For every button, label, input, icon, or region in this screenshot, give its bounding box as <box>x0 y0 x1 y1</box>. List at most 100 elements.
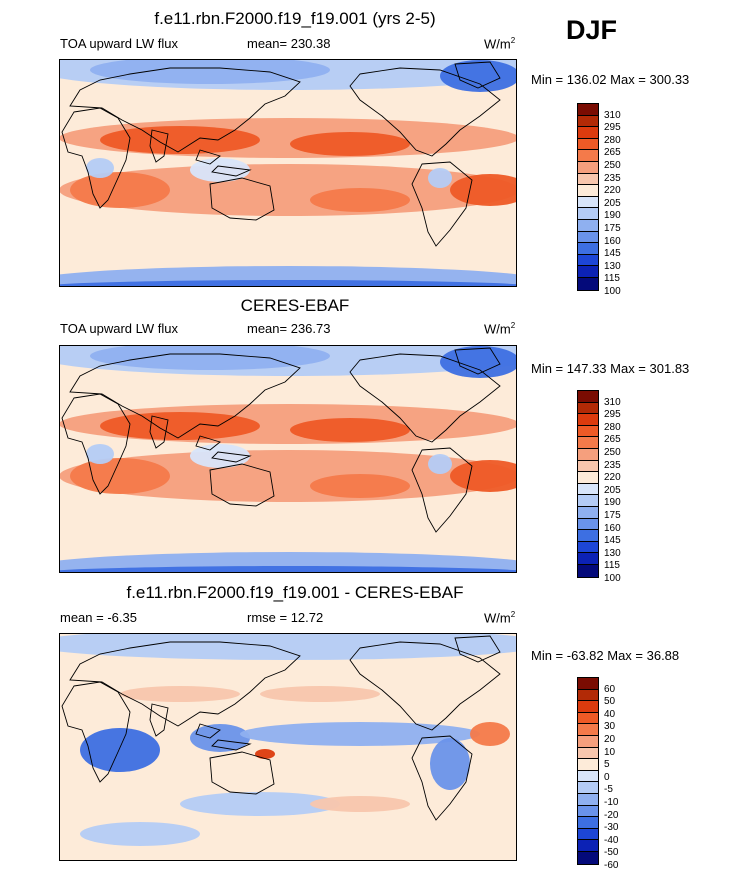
panel3-colorbar-swatch <box>578 828 598 841</box>
panel3-colorbar-tick-label: 20 <box>604 734 616 745</box>
panel3-colorbar-swatch <box>578 782 598 794</box>
panel1-colorbar-swatch <box>578 115 598 128</box>
panel1-colorbar-tick-label: 235 <box>604 172 621 184</box>
panel3-colorbar-swatch <box>578 712 598 725</box>
panel3-colorbar-swatch <box>578 747 598 760</box>
panel1-title: f.e11.rbn.F2000.f19_f19.001 (yrs 2-5) <box>154 9 436 28</box>
panel3-colorbar-swatch <box>578 840 598 852</box>
panel1-colorbar-swatch <box>578 104 598 116</box>
panel3-colorbar-tick-label: 40 <box>604 708 616 720</box>
panel2-colorbar-tick-label: 175 <box>604 510 621 521</box>
panel2-colorbar-swatch <box>578 391 598 403</box>
panel2-colorbar-tick-label: 115 <box>604 560 620 572</box>
panel2-colorbar-tick-label: 205 <box>604 484 621 496</box>
panel3-colorbar-tick-label: 10 <box>604 746 616 758</box>
panel2-colorbar-swatch <box>578 472 598 484</box>
panel3-colorbar-tick-label: -50 <box>604 847 619 859</box>
panel2-colorbar-tick-label: 145 <box>604 535 621 547</box>
panel1-colorbar-swatch <box>578 161 598 174</box>
panel1-colorbar-tick-label: 220 <box>604 185 621 197</box>
panel1-colorbar-swatch <box>578 196 598 209</box>
panel3-colorbar-swatch <box>578 851 598 864</box>
panel2-units-label: W/m2 <box>484 321 516 337</box>
panel2-colorbar-tick-label: 100 <box>604 573 621 584</box>
panel1-colorbar-swatch <box>578 231 598 244</box>
panel3-colorbar-tick-label: 0 <box>604 771 610 783</box>
panel3-colorbar-swatch <box>578 735 598 748</box>
panel2-colorbar-tick-label: 250 <box>604 447 621 458</box>
panel1-colorbar-swatch <box>578 138 598 151</box>
panel1-mean-label: mean= 230.38 <box>247 36 331 51</box>
panel3-title: f.e11.rbn.F2000.f19_f19.001 - CERES-EBAF <box>126 583 464 602</box>
panel3-units-label: W/m2 <box>484 610 516 626</box>
panel1-colorbar-swatch <box>578 208 598 220</box>
panel2-colorbar-swatch <box>578 425 598 438</box>
panel2-colorbar-swatch <box>578 460 598 473</box>
panel1-colorbar-tick-label: 250 <box>604 160 621 171</box>
panel2-colorbar-swatch <box>578 495 598 507</box>
panel3-colorbar-tick-label: -30 <box>604 822 619 834</box>
panel2-colorbar-tick-label: 280 <box>604 421 621 433</box>
panel1-colorbar-swatch <box>578 173 598 186</box>
panel2-colorbar-swatch <box>578 402 598 415</box>
panel3-colorbar-swatch <box>578 805 598 818</box>
panel1-colorbar-swatch <box>578 243 598 255</box>
panel3-colorbar-swatch <box>578 724 598 736</box>
panel3-rmse-label: rmse = 12.72 <box>247 610 324 625</box>
panel1-minmax-label: Min = 136.02 Max = 300.33 <box>531 72 690 87</box>
panel1-colorbar-swatch <box>578 254 598 267</box>
panel2-colorbar-swatch <box>578 448 598 461</box>
panel3-colorbar-swatch <box>578 759 598 771</box>
panel2-colorbar-tick-label: 265 <box>604 434 621 446</box>
panel2-title: CERES-EBAF <box>240 296 350 315</box>
panel3-colorbar-swatch <box>578 701 598 713</box>
panel1-colorbar-tick-label: 295 <box>604 122 621 134</box>
panel1-colorbar-tick-label: 115 <box>604 273 620 285</box>
panel2-colorbar-swatch <box>578 541 598 554</box>
panel1-colorbar-swatch <box>578 127 598 139</box>
panel3-colorbar-swatch <box>578 793 598 806</box>
panel1-colorbar-tick-label: 205 <box>604 197 621 209</box>
panel3-colorbar-tick-label: 50 <box>604 696 616 708</box>
panel2-colorbar-swatch <box>578 553 598 565</box>
panel3-colorbar-tick-label: 60 <box>604 683 616 695</box>
panel2-map <box>59 345 517 573</box>
panel2-mean-label: mean= 236.73 <box>247 321 331 336</box>
panel1-colorbar-swatch <box>578 277 598 290</box>
panel3-colorbar-tick-label: 30 <box>604 721 616 733</box>
panel1-colorbar-tick-label: 310 <box>604 109 621 121</box>
panel1-colorbar-tick-label: 160 <box>604 235 621 247</box>
panel3-colorbar-swatch <box>578 678 598 690</box>
panel2-colorbar-tick-label: 310 <box>604 396 621 408</box>
panel2-colorbar-tick-label: 160 <box>604 522 621 534</box>
panel1-colorbar-tick-label: 100 <box>604 286 621 297</box>
panel2-colorbar-swatch <box>578 506 598 519</box>
panel3-colorbar-tick-label: 5 <box>604 759 610 771</box>
panel1-colorbar-swatch <box>578 185 598 197</box>
panel2-colorbar-swatch <box>578 518 598 531</box>
panel1-colorbar-swatch <box>578 219 598 232</box>
panel2-colorbar-tick-label: 130 <box>604 547 621 559</box>
panel3-colorbar-swatch <box>578 770 598 783</box>
season-label: DJF <box>566 15 618 45</box>
panel2-variable-label: TOA upward LW flux <box>60 321 179 336</box>
panel3-colorbar-tick-label: -40 <box>604 834 619 846</box>
panel2-minmax-label: Min = 147.33 Max = 301.83 <box>531 361 690 376</box>
panel2-colorbar-swatch <box>578 564 598 577</box>
panel3-colorbar-swatch <box>578 817 598 829</box>
panel2-colorbar-tick-label: 220 <box>604 472 621 484</box>
panel1-colorbar-tick-label: 265 <box>604 147 621 159</box>
panel3-colorbar-tick-label: -5 <box>604 784 613 796</box>
panel2-colorbar-tick-label: 295 <box>604 409 621 421</box>
panel2-colorbar-swatch <box>578 483 598 496</box>
panel3-minmax-label: Min = -63.82 Max = 36.88 <box>531 648 680 663</box>
panel1-colorbar-tick-label: 130 <box>604 260 621 272</box>
panel3-colorbar-swatch <box>578 689 598 702</box>
panel1-colorbar-tick-label: 190 <box>604 210 621 222</box>
panel1-colorbar-tick-label: 280 <box>604 134 621 146</box>
panel1-colorbar-swatch <box>578 266 598 278</box>
panel2-colorbar-swatch <box>578 437 598 449</box>
panel1-map <box>59 59 517 287</box>
panel3-colorbar-tick-label: -60 <box>604 860 619 871</box>
panel3-mean-label: mean = -6.35 <box>60 610 137 625</box>
